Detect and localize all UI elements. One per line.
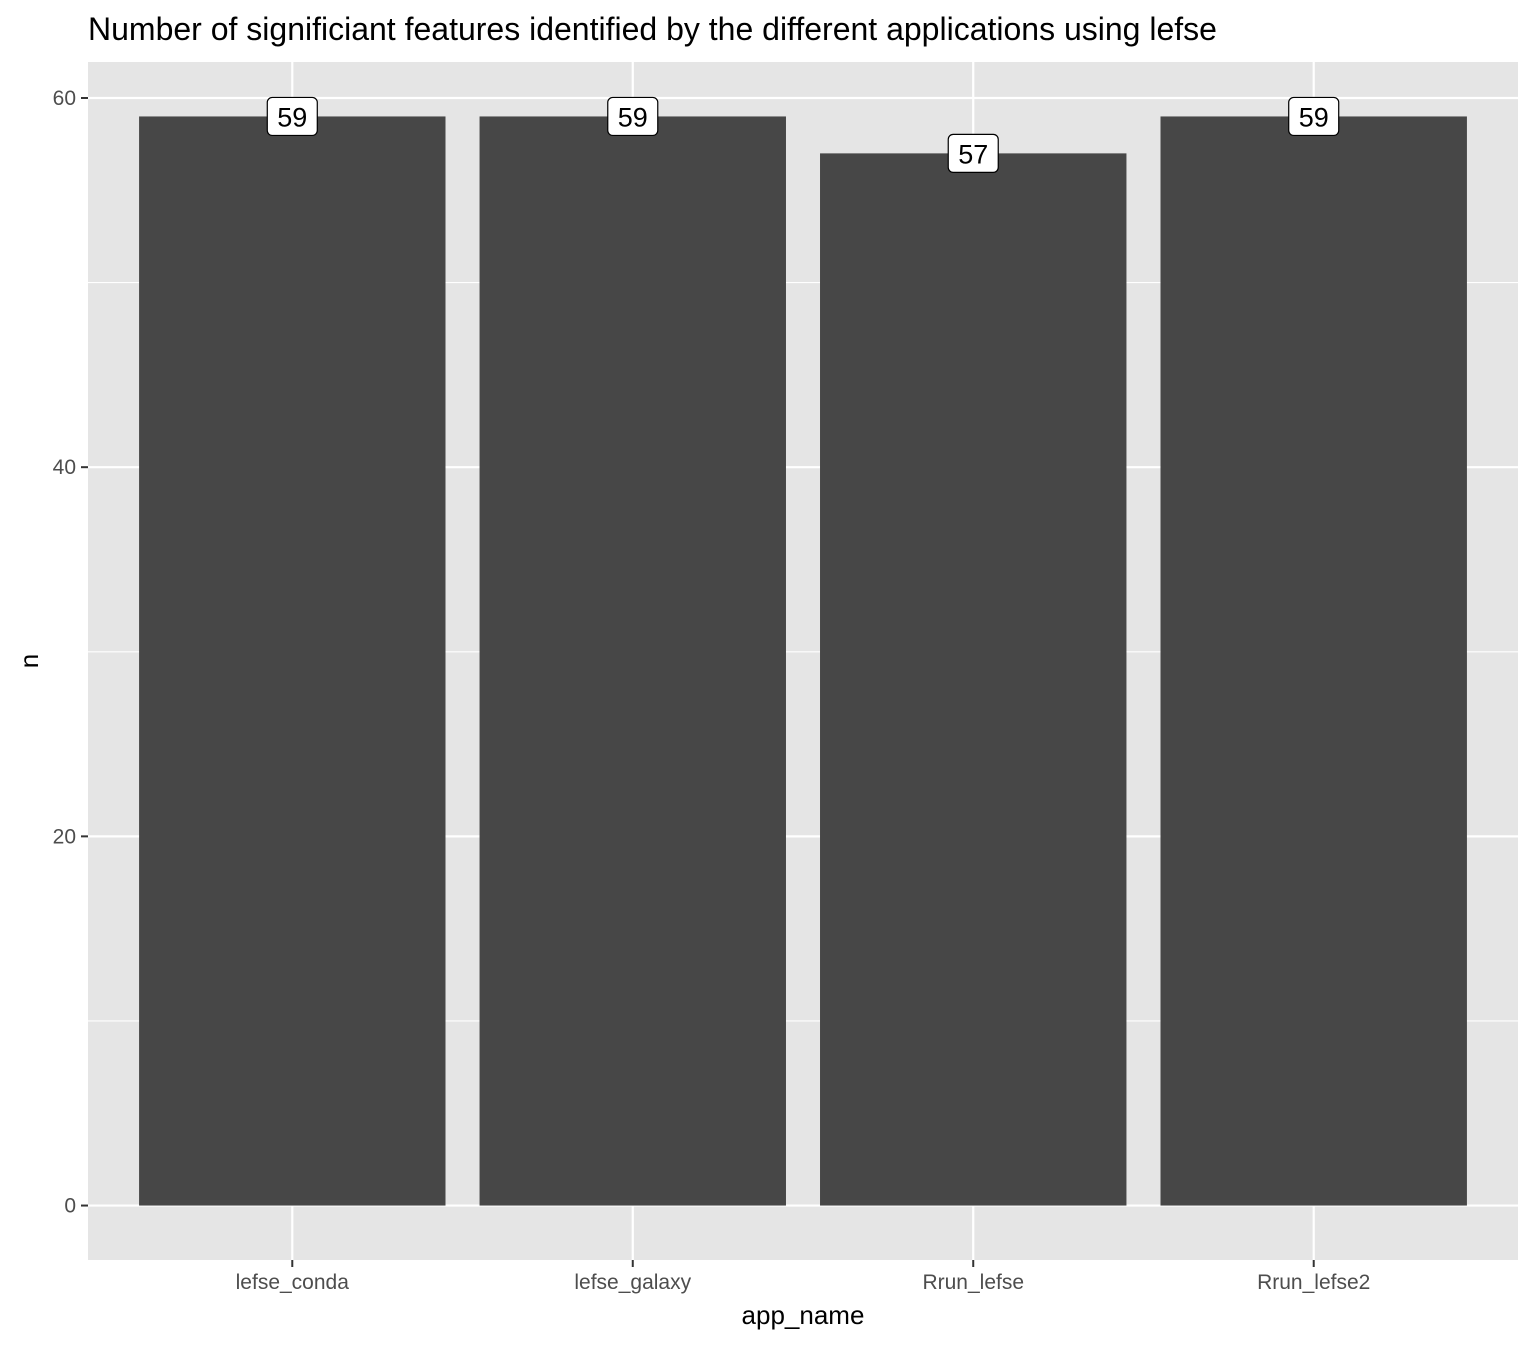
axes: 0 20 40 60 lefse_conda lefse_galaxy Rrun_lefse…: [53, 87, 1371, 1294]
data-label: 59: [266, 96, 318, 137]
data-label: 59: [1288, 96, 1340, 137]
x-tick-label: lefse_galaxy: [574, 1271, 691, 1294]
y-tick-label: 60: [53, 87, 76, 110]
data-label-text: 59: [618, 102, 648, 132]
chart-title: Number of significiant features identifi…: [88, 11, 1217, 47]
bars: [139, 116, 1467, 1206]
bar-lefse_galaxy: [479, 116, 786, 1206]
x-axis-title: app_name: [742, 1300, 865, 1330]
data-label-box: [1288, 96, 1340, 137]
y-tick-label: 0: [64, 1195, 76, 1218]
y-tick-label: 20: [53, 825, 76, 848]
data-label: 57: [947, 133, 999, 173]
x-tick-label: lefse_conda: [236, 1271, 350, 1294]
data-label-text: 59: [277, 102, 307, 132]
bar-lefse_conda: [139, 116, 446, 1206]
x-tick-label: Rrun_lefse2: [1257, 1271, 1370, 1294]
data-label-box: [607, 96, 659, 137]
data-label-box: [947, 133, 999, 173]
y-axis-title: n: [14, 654, 44, 668]
data-label-text: 57: [958, 139, 988, 169]
bar-Rrun_lefse: [820, 153, 1127, 1206]
data-label-text: 59: [1299, 102, 1329, 132]
y-tick-label: 40: [53, 456, 76, 479]
x-tick-label: Rrun_lefse: [922, 1271, 1024, 1294]
bar-Rrun_lefse2: [1160, 116, 1467, 1206]
data-label-box: [266, 96, 318, 137]
data-labels: 59 59 57 59: [266, 96, 1340, 173]
data-label: 59: [607, 96, 659, 137]
